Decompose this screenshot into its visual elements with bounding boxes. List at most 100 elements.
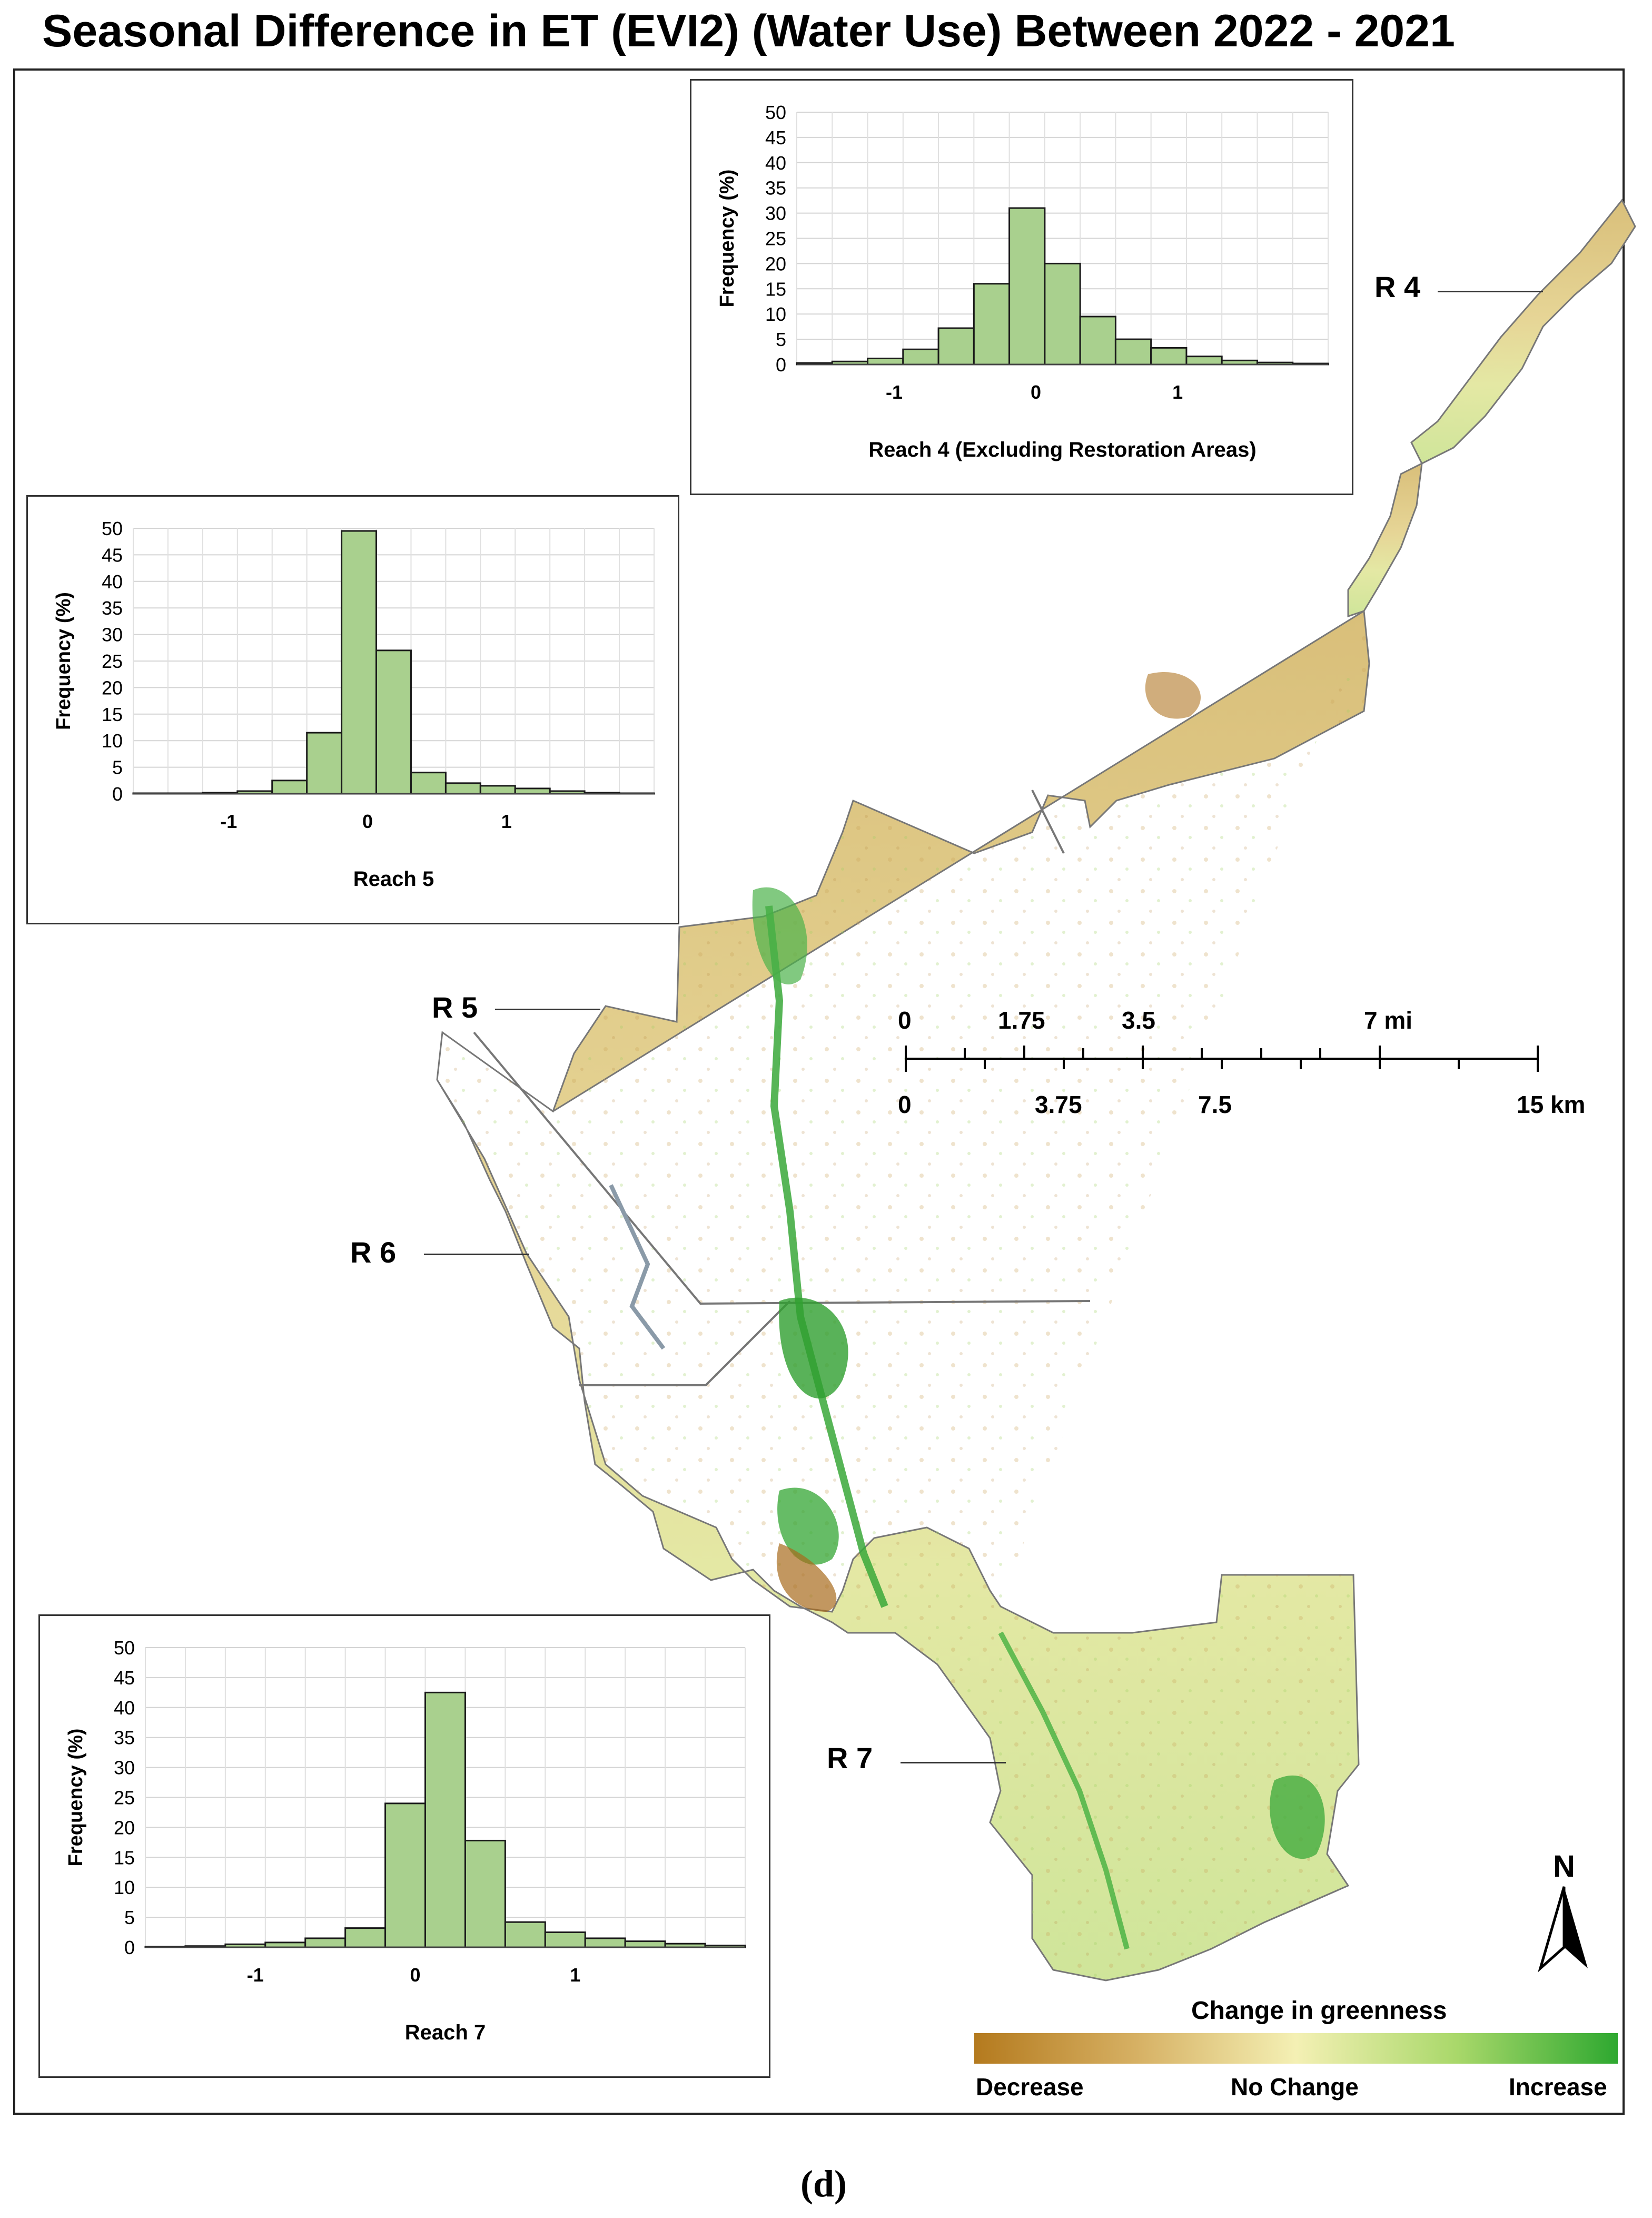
y-tick-label: 15: [114, 1847, 135, 1868]
y-tick-label: 50: [102, 518, 123, 539]
legend-color-ramp: [974, 2033, 1618, 2064]
decrease-patch-1: [776, 1543, 837, 1612]
histogram-bar: [1008, 207, 1046, 366]
histogram-svg: 0 5 10 15 20 25 30 35 40 45 50 -1 0 1 Reach 7 Frequency…: [65, 1637, 746, 2044]
y-tick-label: 30: [765, 203, 786, 224]
y-tick-label: 35: [114, 1727, 135, 1749]
scale-km-1: 3.75: [1035, 1091, 1082, 1118]
reach4-label: R 4: [1374, 270, 1421, 303]
legend-low-label: Decrease: [976, 2073, 1084, 2101]
y-tick-label: 45: [102, 544, 123, 566]
histogram-bar: [1044, 262, 1081, 366]
riparian-patch-4: [752, 887, 807, 984]
scale-km-0: 0: [898, 1091, 912, 1118]
y-tick-label: 25: [114, 1787, 135, 1809]
water-channel: [609, 1184, 666, 1350]
y-tick-label: 5: [112, 757, 123, 778]
y-tick-label: 50: [114, 1637, 135, 1659]
scale-mi-2: 3.5: [1122, 1007, 1155, 1034]
decrease-patch-2: [1145, 672, 1201, 719]
y-tick-label: 15: [765, 278, 786, 300]
study-area-texture: [437, 611, 1369, 1980]
histogram-reach5: 0 5 10 15 20 25 30 35 40 45 50 -1 0 1 Reach 5 Frequency…: [26, 495, 679, 924]
legend-title: Change in greenness: [1191, 1997, 1447, 2025]
y-axis-label: Frequency (%): [65, 1729, 87, 1867]
y-tick-label: 25: [765, 228, 786, 250]
x-tick-label: 1: [1172, 381, 1183, 403]
histogram-svg: 0 5 10 15 20 25 30 35 40 45 50 -1 0 1 Reach 4 (Excludi…: [716, 102, 1329, 461]
figure-caption: (d): [800, 2163, 847, 2205]
y-tick-label: 5: [124, 1907, 135, 1928]
y-tick-label: 50: [765, 102, 786, 123]
x-tick-label: 0: [1031, 381, 1041, 403]
x-tick-label: -1: [247, 1964, 264, 1986]
reach4-corridor: [1410, 199, 1636, 465]
legend-mid-label: No Change: [1231, 2073, 1359, 2101]
x-axis-label: Reach 7: [405, 2021, 486, 2044]
reach6-7-boundary: [579, 1300, 791, 1386]
histogram-reach4: 0 5 10 15 20 25 30 35 40 45 50 -1 0 1 Reach 4 (Excludi…: [690, 79, 1353, 495]
y-axis-label: Frequency (%): [716, 170, 738, 308]
north-label: N: [1553, 1849, 1575, 1884]
x-axis-label: Reach 5: [353, 868, 434, 891]
reach7-label: R 7: [827, 1741, 873, 1775]
reach4-5-boundary: [1031, 790, 1065, 854]
y-tick-label: 45: [114, 1667, 135, 1689]
river-green-lower: [998, 1631, 1130, 1950]
x-tick-label: 0: [362, 811, 373, 832]
y-tick-label: 20: [114, 1817, 135, 1838]
histogram-bar: [464, 1839, 506, 1948]
north-arrow-icon: [1538, 1886, 1588, 1973]
y-tick-label: 10: [114, 1877, 135, 1898]
reach6-leader: [424, 1254, 529, 1255]
y-tick-label: 0: [112, 783, 123, 805]
reach5-label: R 5: [432, 991, 478, 1024]
y-tick-label: 0: [776, 354, 786, 376]
y-tick-label: 10: [765, 303, 786, 325]
reach5-leader: [495, 1009, 600, 1010]
histogram-reach7: 0 5 10 15 20 25 30 35 40 45 50 -1 0 1 Reach 7 Frequency…: [38, 1614, 770, 2078]
y-tick-label: 30: [114, 1757, 135, 1779]
scale-mi-3: 7 mi: [1364, 1007, 1413, 1034]
y-tick-label: 35: [102, 597, 123, 619]
x-axis-label: Reach 4 (Excluding Restoration Areas): [868, 438, 1256, 461]
reach4-corridor-lower: [1347, 462, 1423, 618]
y-tick-label: 35: [765, 178, 786, 199]
map-title: Seasonal Difference in ET (EVI2) (Water …: [42, 6, 1455, 56]
histogram-bar: [410, 772, 447, 795]
x-tick-label: -1: [886, 381, 903, 403]
reach4-leader: [1438, 291, 1543, 292]
x-tick-label: 0: [410, 1964, 421, 1986]
legend-high-label: Increase: [1509, 2073, 1607, 2101]
y-tick-label: 15: [102, 704, 123, 725]
scale-km-2: 7.5: [1198, 1091, 1232, 1118]
y-tick-label: 25: [102, 650, 123, 672]
histogram-svg: 0 5 10 15 20 25 30 35 40 45 50 -1 0 1 Reach 5 Frequency…: [53, 518, 655, 891]
reach7-leader: [901, 1762, 1006, 1763]
histogram-bar: [375, 649, 412, 795]
reach6-label: R 6: [350, 1236, 397, 1269]
histogram-bar: [1114, 338, 1152, 366]
x-tick-label: 1: [501, 811, 512, 832]
reach5-6-boundary: [473, 1031, 1091, 1305]
y-tick-label: 45: [765, 127, 786, 149]
x-tick-label: -1: [220, 811, 237, 832]
north-arrow: N: [1535, 1849, 1593, 1976]
y-tick-label: 20: [102, 677, 123, 698]
scale-mi-0: 0: [898, 1007, 912, 1034]
scale-km-3: 15 km: [1517, 1091, 1586, 1118]
y-tick-label: 20: [765, 253, 786, 274]
y-tick-label: 5: [776, 329, 786, 350]
y-tick-label: 40: [114, 1697, 135, 1719]
y-tick-label: 40: [102, 571, 123, 593]
x-tick-label: 1: [570, 1964, 580, 1986]
riparian-patch-3: [1270, 1775, 1325, 1859]
y-tick-label: 40: [765, 152, 786, 174]
y-tick-label: 10: [102, 730, 123, 752]
y-axis-label: Frequency (%): [53, 592, 75, 730]
scale-mi-1: 1.75: [998, 1007, 1045, 1034]
riparian-patch-1: [779, 1297, 848, 1399]
y-tick-label: 0: [124, 1937, 135, 1958]
